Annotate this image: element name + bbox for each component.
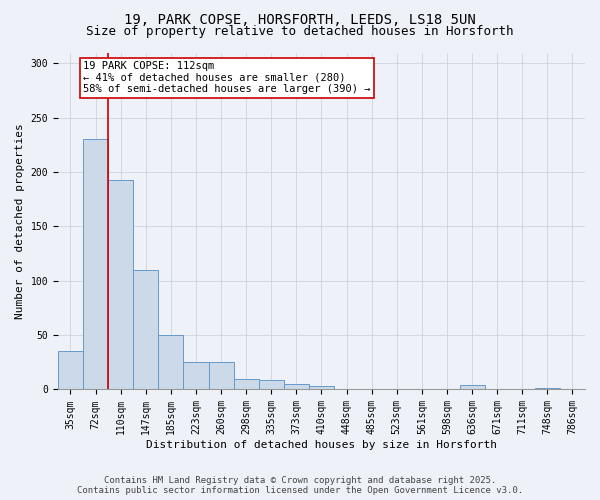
Bar (133, 270, 158, 390)
Bar (535, 388, 560, 390)
Text: 19, PARK COPSE, HORSFORTH, LEEDS, LS18 5UN: 19, PARK COPSE, HORSFORTH, LEEDS, LS18 5… (124, 12, 476, 26)
Bar (58, 352, 83, 390)
Bar (460, 385, 485, 390)
Bar (108, 180, 133, 390)
Bar (284, 384, 309, 390)
Text: Size of property relative to detached houses in Horsforth: Size of property relative to detached ho… (86, 25, 514, 38)
X-axis label: Distribution of detached houses by size in Horsforth: Distribution of detached houses by size … (146, 440, 497, 450)
Bar (209, 362, 233, 390)
Text: Contains HM Land Registry data © Crown copyright and database right 2025.
Contai: Contains HM Land Registry data © Crown c… (77, 476, 523, 495)
Bar (83, 140, 108, 390)
Text: 19 PARK COPSE: 112sqm
← 41% of detached houses are smaller (280)
58% of semi-det: 19 PARK COPSE: 112sqm ← 41% of detached … (83, 61, 371, 94)
Bar (309, 386, 334, 390)
Bar (158, 335, 184, 390)
Bar (259, 380, 284, 390)
Bar (184, 362, 209, 390)
Y-axis label: Number of detached properties: Number of detached properties (15, 123, 25, 319)
Bar (233, 378, 259, 390)
